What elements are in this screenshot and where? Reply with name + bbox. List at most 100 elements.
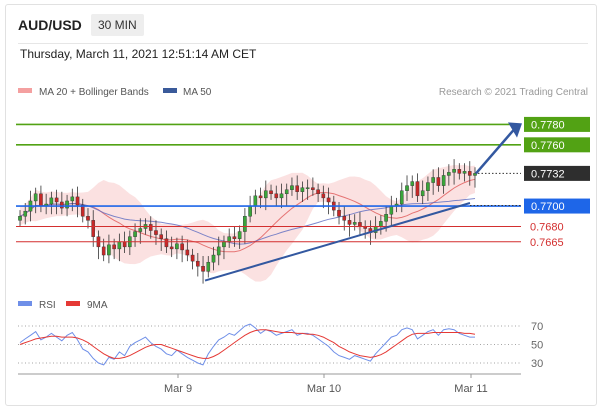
rsi-tick-label: 30 <box>531 358 543 370</box>
candle <box>107 234 111 264</box>
research-credit: Research © 2021 Trading Central <box>439 87 588 98</box>
candle-body <box>232 236 237 239</box>
datetime-label: Thursday, March 11, 2021 12:51:14 AM CET <box>20 47 257 61</box>
candle-body <box>211 254 216 263</box>
candle <box>211 246 216 271</box>
candle <box>447 164 451 186</box>
candle <box>237 225 242 249</box>
rsi-line <box>19 323 475 366</box>
candle-body <box>164 238 169 248</box>
candle <box>185 239 190 262</box>
candle <box>232 226 237 247</box>
rsi-swatch <box>18 301 32 306</box>
candle-body <box>284 189 289 195</box>
candle-body <box>180 243 184 251</box>
candle-body <box>91 220 96 237</box>
candle <box>54 189 59 215</box>
candle-body <box>169 246 174 250</box>
candle-body <box>431 177 435 183</box>
level-tag <box>524 116 590 132</box>
candle-body <box>311 187 315 190</box>
chart-legend: MA 20 + Bollinger Bands MA 50 Research ©… <box>18 87 588 98</box>
candle-body <box>86 216 90 221</box>
x-tick-label: Mar 11 <box>454 383 487 395</box>
candle-body <box>321 193 326 199</box>
candle-body <box>269 190 273 195</box>
candle <box>410 175 415 198</box>
candle-body <box>237 231 242 239</box>
ma20-swatch <box>18 88 32 93</box>
rsi-legend-label: RSI <box>39 300 56 311</box>
candle <box>190 248 195 270</box>
candle-body <box>206 261 211 272</box>
rsi-tick-label: 50 <box>531 340 543 352</box>
candle-body <box>222 241 226 248</box>
bollinger-band <box>20 164 475 282</box>
candle-body <box>75 196 80 206</box>
projection-arrow-head <box>508 122 522 138</box>
projection-arrow-shaft <box>475 128 515 175</box>
candle <box>321 185 326 209</box>
candle <box>101 238 106 262</box>
candle <box>91 210 96 247</box>
candle <box>441 169 446 194</box>
candle-body <box>295 185 299 192</box>
candle-body <box>190 254 195 262</box>
candle <box>138 218 143 244</box>
candle <box>18 210 22 227</box>
rsi-legend: RSI 9MA <box>18 300 108 311</box>
candle <box>452 159 456 185</box>
candle-body <box>290 185 294 190</box>
candle-body <box>300 187 305 192</box>
candle <box>154 220 158 245</box>
candle <box>264 180 268 211</box>
level-label: 0.7700 <box>531 201 565 213</box>
candle-body <box>112 244 116 250</box>
candle-body <box>316 189 320 195</box>
candle-body <box>426 182 430 191</box>
candle <box>405 175 409 201</box>
candle-body <box>39 193 43 207</box>
candle-body <box>258 195 263 199</box>
ma9-legend-label: 9MA <box>87 300 108 311</box>
level-label: 0.7732 <box>531 168 565 180</box>
candle <box>295 175 299 200</box>
candle-body <box>337 209 341 217</box>
candle-body <box>305 187 310 189</box>
candle-body <box>227 236 231 242</box>
candle-body <box>216 246 221 256</box>
candle-body <box>447 172 451 176</box>
x-tick-label: Mar 9 <box>164 383 192 395</box>
candle-body <box>415 181 420 197</box>
candle <box>420 180 425 205</box>
candle <box>206 256 211 278</box>
candle <box>258 187 263 209</box>
candle-body <box>253 195 258 207</box>
candle <box>49 191 54 215</box>
ma9-swatch <box>66 301 80 306</box>
candle-body <box>201 266 205 272</box>
candle <box>415 173 420 202</box>
candle-body <box>80 204 85 217</box>
candle-body <box>457 169 462 174</box>
candle-body <box>279 193 284 199</box>
candle-body <box>243 216 247 232</box>
timeframe-badge[interactable]: 30 MIN <box>91 14 144 36</box>
candle-body <box>117 241 122 250</box>
candle <box>75 186 80 218</box>
candle-body <box>70 196 75 202</box>
candle <box>60 191 64 215</box>
candle <box>347 214 352 237</box>
candle <box>326 187 331 215</box>
candle <box>169 236 174 258</box>
level-label: 0.7760 <box>531 140 565 152</box>
candle-body <box>410 181 415 186</box>
candle-body <box>159 234 164 239</box>
candle-body <box>175 243 179 250</box>
candle-body <box>358 222 362 227</box>
level-label: 0.7780 <box>531 119 565 131</box>
candle <box>279 183 284 209</box>
candle <box>284 183 289 207</box>
candle-body <box>148 224 153 231</box>
